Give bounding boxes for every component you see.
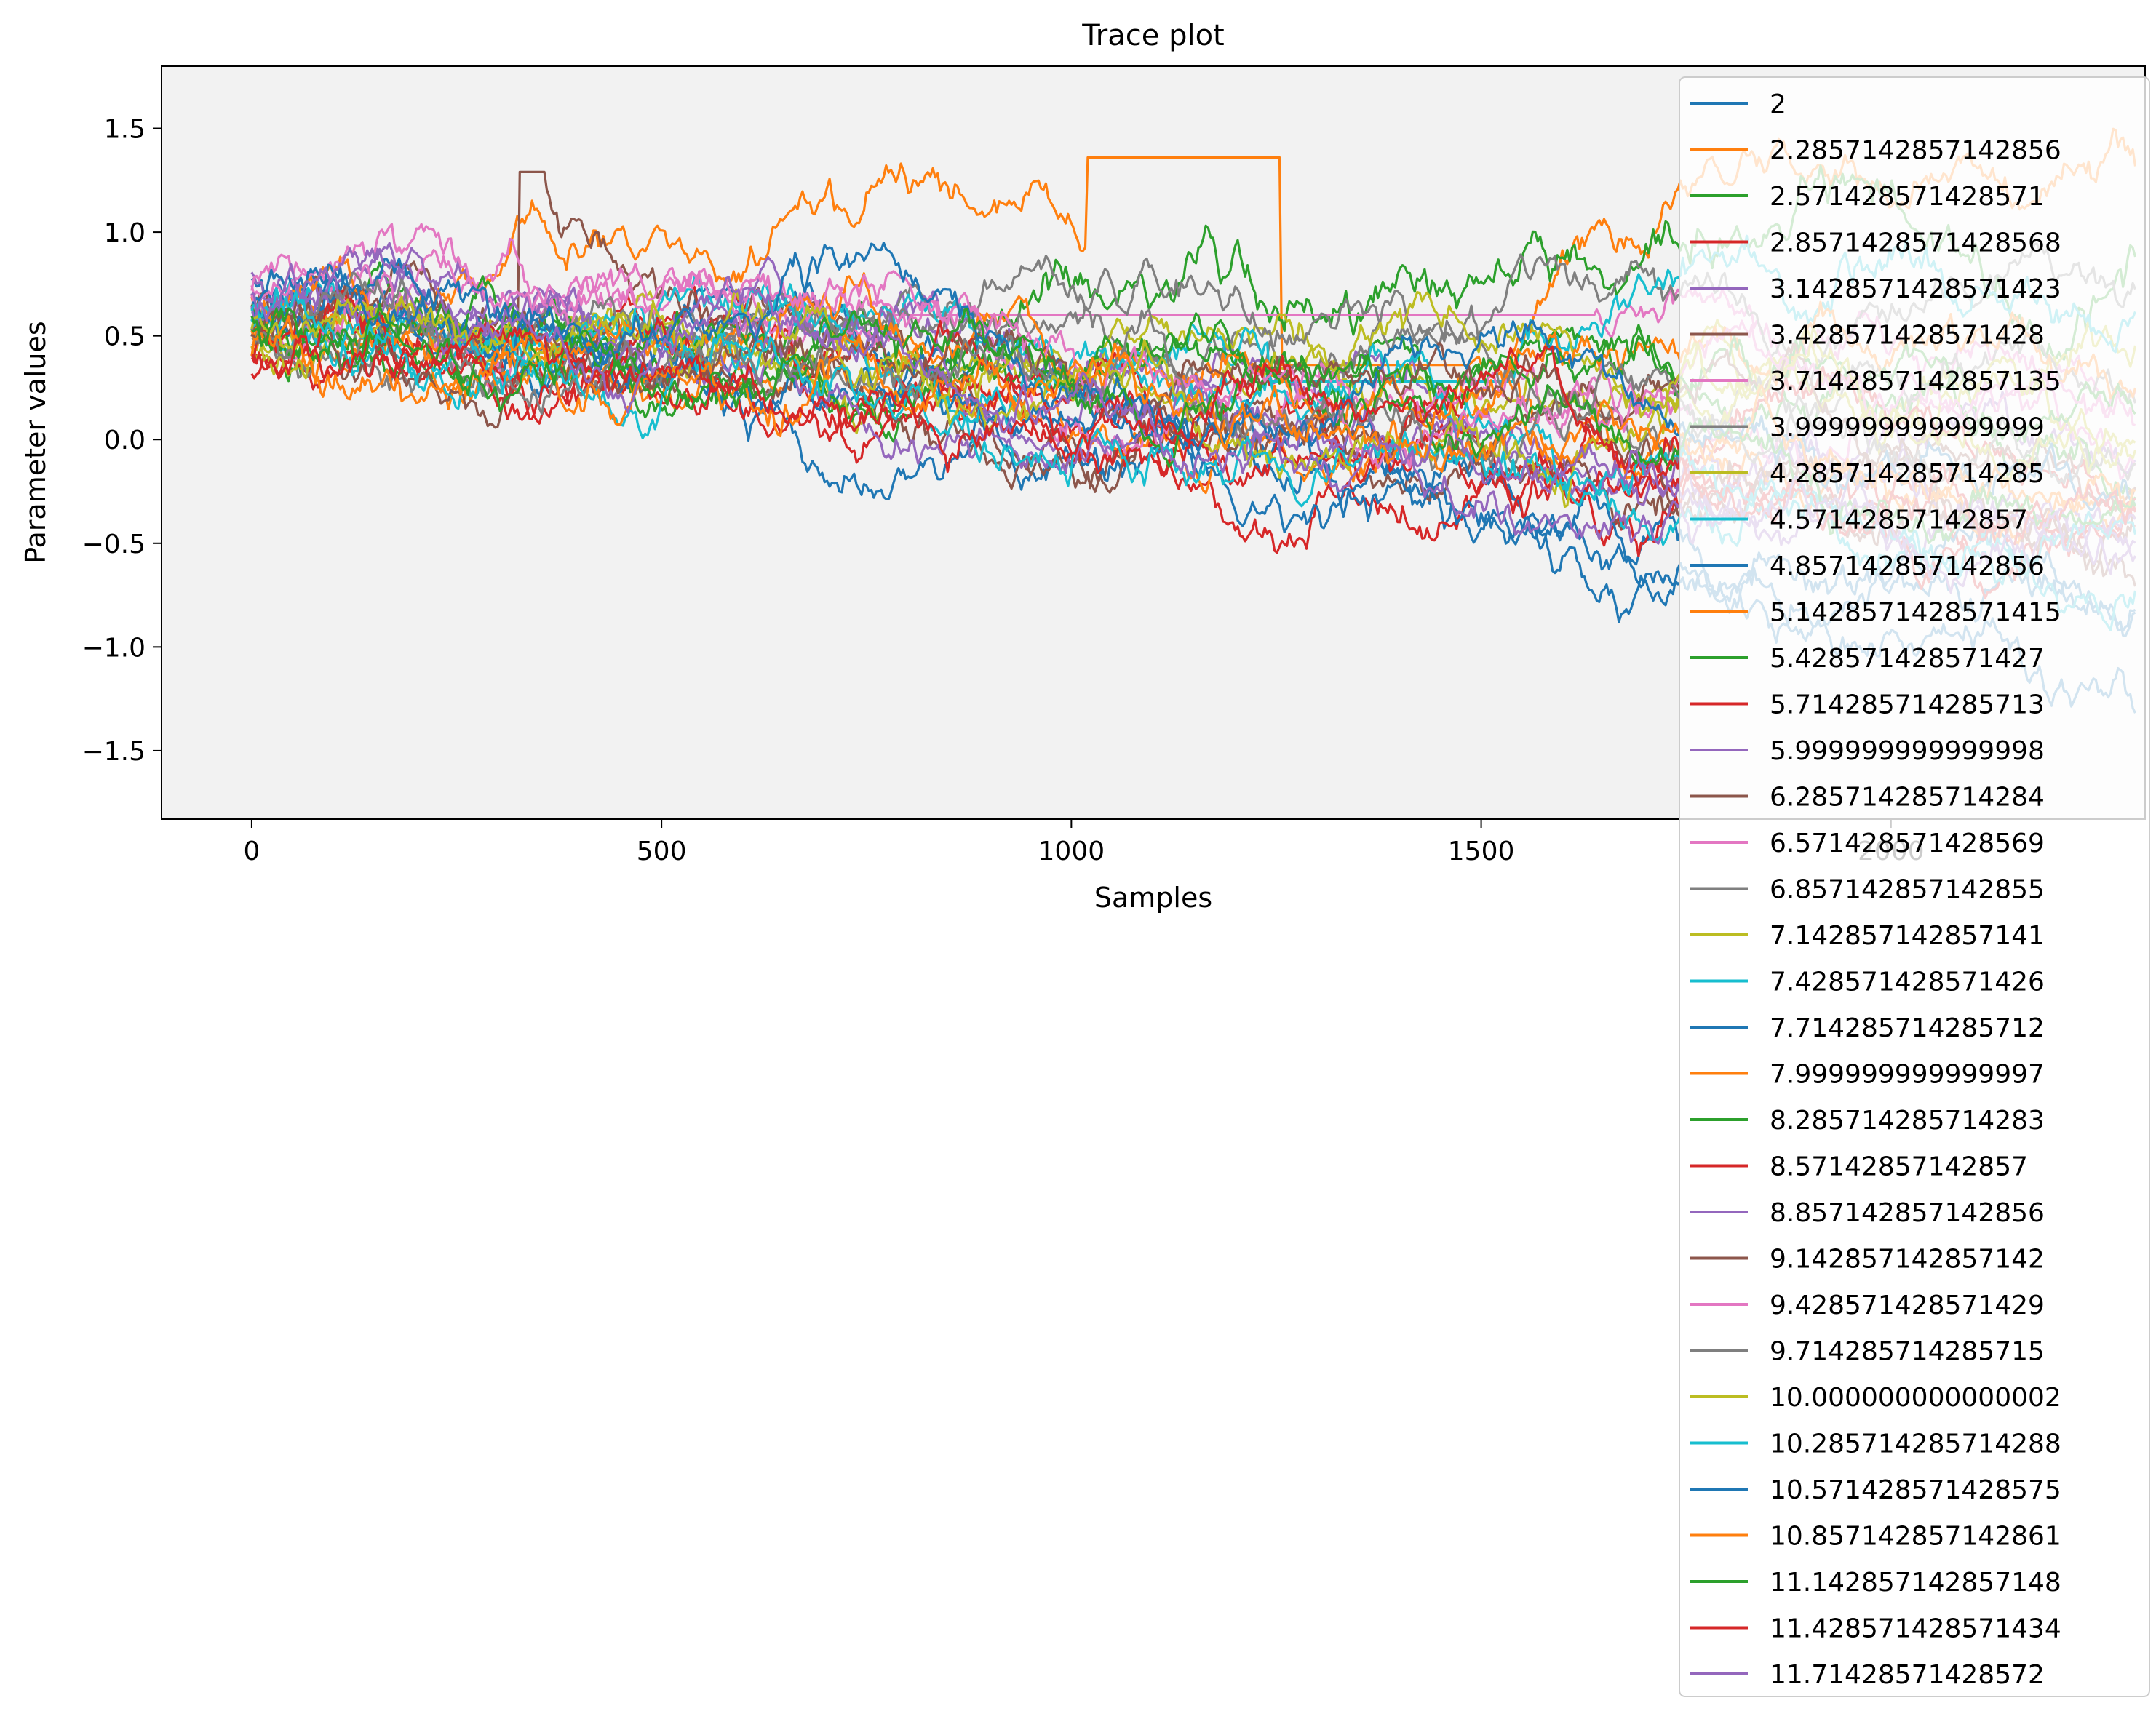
- legend-label: 6.857142857142855: [1770, 875, 2045, 905]
- x-tick-label: 1000: [1038, 837, 1105, 866]
- legend-label: 7.142857142857141: [1770, 921, 2045, 951]
- legend-label: 9.714285714285715: [1770, 1337, 2045, 1367]
- legend-box: [1679, 76, 2150, 1697]
- legend-label: 2: [1770, 89, 1786, 119]
- x-tick-label: 0: [243, 837, 260, 866]
- y-axis: −1.5 −1.0 −0.5 0.0 0.5 1.0 1.5: [82, 115, 162, 767]
- legend-label: 6.571428571428569: [1770, 829, 2045, 858]
- legend-label: 7.428571428571426: [1770, 968, 2045, 997]
- legend-label: 5.428571428571427: [1770, 644, 2045, 674]
- legend-label: 11.71428571428572: [1770, 1660, 2045, 1690]
- legend-label: 8.285714285714283: [1770, 1106, 2045, 1136]
- x-tick-label: 1500: [1448, 837, 1515, 866]
- y-tick-label: 0.0: [104, 426, 146, 455]
- chart-title: Trace plot: [1081, 19, 1225, 52]
- x-axis-label: Samples: [1094, 882, 1212, 914]
- legend-label: 9.142857142857142: [1770, 1245, 2045, 1275]
- legend-label: 3.428571428571428: [1770, 321, 2045, 351]
- legend-label: 11.142857142857148: [1770, 1568, 2061, 1598]
- legend-label: 10.571428571428575: [1770, 1475, 2061, 1505]
- legend-label: 7.999999999999997: [1770, 1060, 2045, 1090]
- legend-label: 2.8571428571428568: [1770, 228, 2061, 258]
- legend-label: 3.1428571428571423: [1770, 274, 2061, 304]
- y-tick-label: −1.0: [82, 633, 146, 663]
- legend-label: 8.57142857142857: [1770, 1152, 2028, 1182]
- legend-label: 11.428571428571434: [1770, 1614, 2061, 1644]
- legend-label: 5.1428571428571415: [1770, 598, 2061, 628]
- legend-label: 5.999999999999998: [1770, 736, 2045, 766]
- legend-label: 6.285714285714284: [1770, 783, 2045, 813]
- legend-label: 5.714285714285713: [1770, 690, 2045, 720]
- y-tick-label: 1.5: [104, 115, 146, 145]
- legend-label: 3.7142857142857135: [1770, 367, 2061, 396]
- legend: 2 2.2857142857142856 2.571428571428571 2.85…: [1679, 76, 2150, 1697]
- y-tick-label: 1.0: [104, 218, 146, 248]
- legend-label: 2.571428571428571: [1770, 182, 2045, 212]
- legend-label: 9.428571428571429: [1770, 1291, 2045, 1320]
- legend-label: 8.857142857142856: [1770, 1198, 2045, 1228]
- x-tick-label: 500: [637, 837, 687, 866]
- legend-label: 10.285714285714288: [1770, 1429, 2061, 1459]
- legend-label: 4.857142857142856: [1770, 551, 2045, 581]
- legend-label: 10.857142857142861: [1770, 1522, 2061, 1552]
- legend-label: 4.285714285714285: [1770, 459, 2045, 489]
- legend-label: 7.714285714285712: [1770, 1013, 2045, 1043]
- y-axis-label: Parameter values: [20, 321, 52, 563]
- legend-label: 3.999999999999999: [1770, 413, 2045, 443]
- y-tick-label: 0.5: [104, 322, 146, 352]
- legend-label: 4.57142857142857: [1770, 506, 2028, 535]
- y-tick-label: −1.5: [82, 737, 146, 767]
- y-tick-label: −0.5: [82, 530, 146, 559]
- legend-label: 2.2857142857142856: [1770, 136, 2061, 166]
- legend-label: 10.000000000000002: [1770, 1383, 2061, 1413]
